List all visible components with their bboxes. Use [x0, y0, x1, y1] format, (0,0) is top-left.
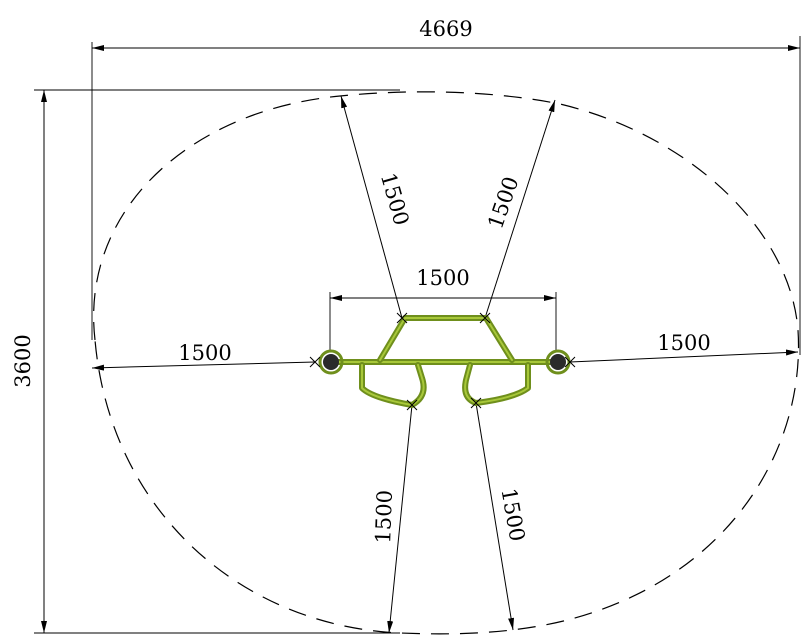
safety-zone-outline: [93, 91, 800, 635]
center-span-label: 1500: [416, 266, 469, 290]
extension-lines: [34, 36, 801, 634]
bottom-right-radius-line: [475, 402, 515, 631]
top-right-radius-line: [484, 99, 556, 319]
equipment-left-post: [318, 349, 344, 375]
top-left-radius-label: 1500: [376, 170, 414, 228]
left-radius-line: [91, 361, 316, 371]
overall-width-label: 4669: [419, 17, 472, 41]
right-radius-label: 1500: [657, 331, 710, 355]
right-radius-line: [569, 349, 799, 363]
bottom-left-radius-label: 1500: [371, 490, 397, 544]
origin-markers: [309, 312, 576, 411]
equipment-right-post: [545, 349, 571, 375]
bottom-right-radius-label: 1500: [496, 486, 529, 543]
equipment-top-view: [318, 315, 571, 408]
left-radius-label: 1500: [178, 341, 231, 365]
equipment-left-seat: [359, 362, 427, 408]
top-left-radius-line: [340, 95, 403, 319]
bottom-left-radius-line: [387, 404, 413, 634]
equipment-seat-frame: [377, 315, 515, 363]
top-right-radius-label: 1500: [483, 174, 523, 232]
equipment-right-seat: [462, 362, 531, 406]
overall-height-label: 3600: [11, 334, 35, 387]
